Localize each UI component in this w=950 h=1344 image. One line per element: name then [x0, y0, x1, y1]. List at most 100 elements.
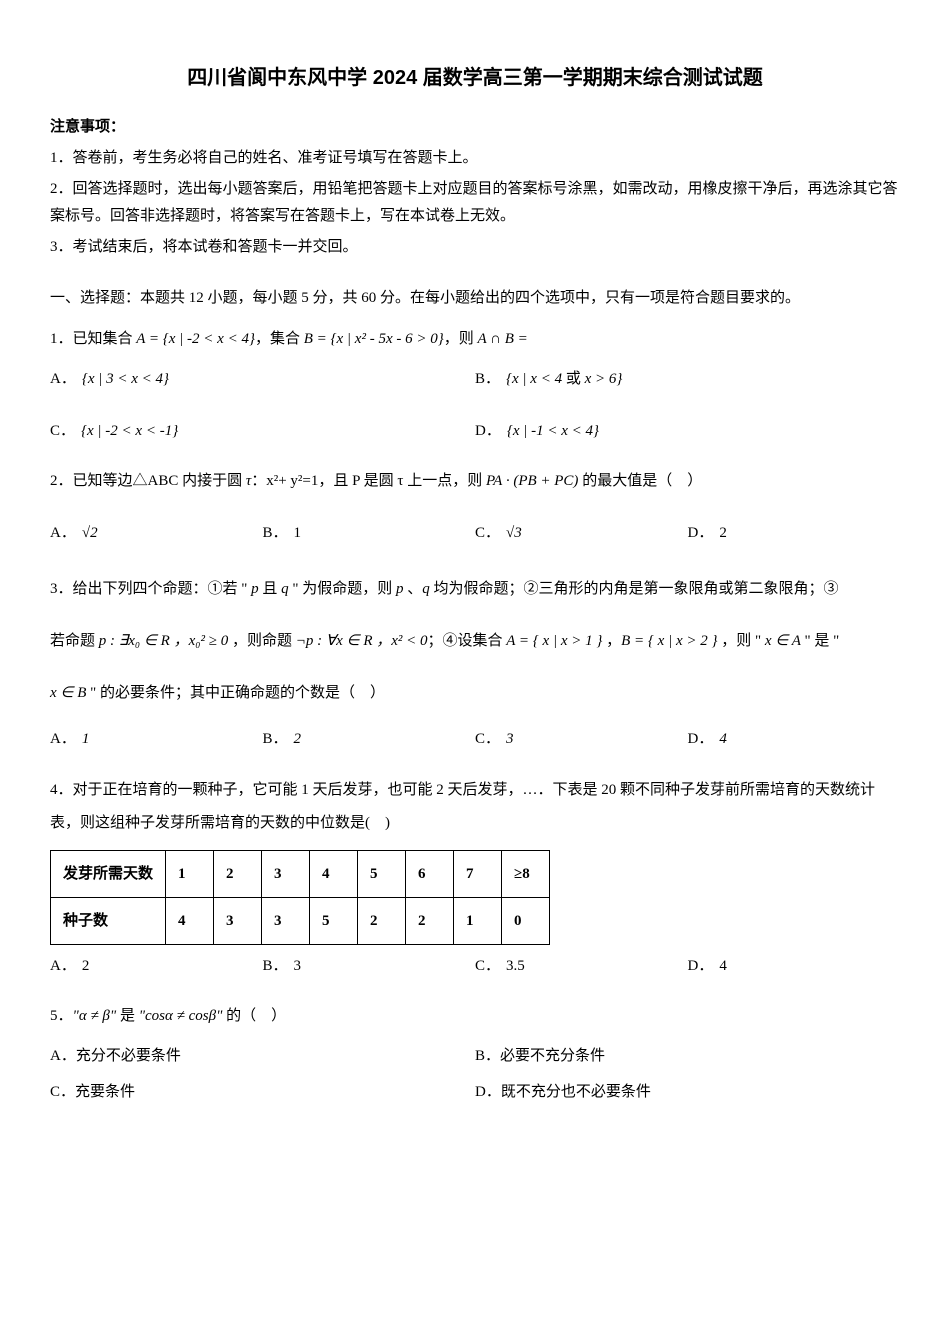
opt-value: 必要不充分条件: [500, 1048, 605, 1064]
q3-q: q: [277, 581, 292, 597]
table-cell: 5: [310, 898, 358, 945]
q3-p: p: [247, 581, 262, 597]
q3-setA: A = { x | x > 1 }: [506, 633, 602, 649]
section-1-label: 一、选择题：本题共 12 小题，每小题 5 分，共 60 分。在每小题给出的四个…: [50, 285, 900, 312]
opt-label: B．: [475, 371, 500, 387]
q5-option-b: B．必要不充分条件: [475, 1041, 900, 1071]
opt-label: B．: [263, 958, 288, 974]
q5-is: 是: [116, 1008, 139, 1024]
opt-value: 既不充分也不必要条件: [501, 1084, 651, 1100]
q5-option-c: C．充要条件: [50, 1077, 475, 1107]
q5-option-d: D．既不充分也不必要条件: [475, 1077, 900, 1107]
opt-label: C．: [475, 958, 500, 974]
table-cell: 3: [262, 898, 310, 945]
q2-mid1: ：x²+ y²=1，且 P 是圆 τ 上一点，则: [251, 473, 486, 489]
table-row: 发芽所需天数 1 2 3 4 5 6 7 ≥8: [51, 851, 550, 898]
q3-line3: x ∈ B " 的必要条件；其中正确命题的个数是（ ）: [50, 672, 900, 714]
notice-section: 注意事项： 1．答卷前，考生务必将自己的姓名、准考证号填写在答题卡上。 2．回答…: [50, 114, 900, 261]
opt-label: A．: [50, 1048, 76, 1064]
question-4: 4．对于正在培育的一颗种子，它可能 1 天后发芽，也可能 2 天后发芽，…．下表…: [50, 774, 900, 981]
q1-mid1: ，集合: [255, 331, 304, 347]
q1-expr: A ∩ B =: [478, 331, 528, 347]
q5-cond1: "α ≠ β": [73, 1008, 117, 1024]
q1-option-c: C．{x | -2 < x < -1}: [50, 416, 475, 446]
table-cell: 3: [214, 898, 262, 945]
opt-label: B．: [475, 1048, 500, 1064]
q3-l1-pre: 3．给出下列四个命题：①若 ": [50, 581, 247, 597]
q2-expr: PA · (PB + PC): [486, 473, 578, 489]
opt-value: 3.5: [506, 958, 525, 974]
opt-or: 或: [566, 371, 581, 387]
q2-option-d: D． 2: [688, 518, 901, 548]
table-cell: 1: [166, 851, 214, 898]
q3-q2: q: [422, 581, 430, 597]
q3-comma: 、: [404, 581, 423, 597]
q1-option-d: D．{x | -1 < x < 4}: [475, 416, 900, 446]
table-cell: 1: [454, 898, 502, 945]
q1-prefix: 1．已知集合: [50, 331, 136, 347]
q3-prop-np: ¬p : ∀x ∈ R ，x² < 0: [296, 633, 428, 649]
opt-label: D．: [688, 958, 714, 974]
q1-option-b: B．{x | x < 4 或 x > 6}: [475, 364, 900, 394]
opt-value: {x | -2 < x < -1}: [81, 423, 178, 439]
opt-label: A．: [50, 371, 76, 387]
notice-item-2: 2．回答选择题时，选出每小题答案后，用铅笔把答题卡上对应题目的答案标号涂黑，如需…: [50, 176, 900, 230]
q3-p2: p: [396, 581, 404, 597]
opt-value: 3: [294, 958, 302, 974]
opt-label: B．: [263, 525, 288, 541]
q2-text: 2．已知等边△ABC 内接于圆 τ：x²+ y²=1，且 P 是圆 τ 上一点，…: [50, 466, 900, 496]
table-cell: 3: [262, 851, 310, 898]
q3-option-c: C．3: [475, 724, 688, 754]
q2-pre: 2．已知等边△ABC 内接于圆: [50, 473, 246, 489]
table-cell: ≥8: [502, 851, 550, 898]
question-2: 2．已知等边△ABC 内接于圆 τ：x²+ y²=1，且 P 是圆 τ 上一点，…: [50, 466, 900, 548]
table-cell: 2: [214, 851, 262, 898]
q4-option-b: B． 3: [263, 951, 476, 981]
opt-value: 3: [506, 731, 514, 747]
q5-cond2: "cosα ≠ cosβ": [139, 1008, 223, 1024]
opt-value: {x | -1 < x < 4}: [507, 423, 599, 439]
opt-label: D．: [688, 525, 714, 541]
q5-num: 5．: [50, 1008, 73, 1024]
opt-value: 4: [719, 731, 727, 747]
q2-option-c: C． √3: [475, 518, 688, 548]
q3-l2-pre: 若命题: [50, 633, 99, 649]
opt-label: C．: [475, 525, 500, 541]
question-3: 3．给出下列四个命题：①若 " p 且 q " 为假命题，则 p 、q 均为假命…: [50, 568, 900, 754]
opt-label: A．: [50, 958, 76, 974]
q3-l2-post: " 是 ": [804, 633, 839, 649]
opt-value: 2: [294, 731, 302, 747]
table-cell: 2: [406, 898, 454, 945]
q5-text: 5．"α ≠ β" 是 "cosα ≠ cosβ" 的（ ）: [50, 1001, 900, 1031]
q3-setB: B = { x | x > 2 }: [621, 633, 717, 649]
question-1: 1．已知集合 A = {x | -2 < x < 4}，集合 B = {x | …: [50, 324, 900, 446]
table-cell: 2: [358, 898, 406, 945]
opt-label: D．: [475, 1084, 501, 1100]
q3-l2-mid1: ，则命题: [228, 633, 296, 649]
table-cell: 种子数: [51, 898, 166, 945]
opt-value: √2: [82, 525, 98, 541]
q3-line2: 若命题 p : ∃x₀ ∈ R ，x₀² ≥ 0 ，则命题 ¬p : ∀x ∈ …: [50, 620, 900, 662]
opt-label: A．: [50, 525, 76, 541]
q3-option-b: B．2: [263, 724, 476, 754]
q3-option-d: D．4: [688, 724, 901, 754]
notice-label: 注意事项：: [50, 114, 900, 141]
table-cell: 发芽所需天数: [51, 851, 166, 898]
q3-line1: 3．给出下列四个命题：①若 " p 且 q " 为假命题，则 p 、q 均为假命…: [50, 568, 900, 610]
opt-value: √3: [506, 525, 522, 541]
q3-l1-mid: " 为假命题，则: [292, 581, 396, 597]
q3-and: 且: [262, 581, 277, 597]
opt-value: 2: [719, 525, 727, 541]
q4-text: 4．对于正在培育的一颗种子，它可能 1 天后发芽，也可能 2 天后发芽，…．下表…: [50, 774, 900, 840]
q1-setB: B = {x | x² - 5x - 6 > 0}: [304, 331, 444, 347]
question-5: 5．"α ≠ β" 是 "cosα ≠ cosβ" 的（ ） A．充分不必要条件…: [50, 1001, 900, 1113]
q4-option-c: C． 3.5: [475, 951, 688, 981]
q4-option-d: D．4: [688, 951, 901, 981]
q3-xinB: x ∈ B: [50, 685, 86, 701]
q3-xinA: x ∈ A: [761, 633, 804, 649]
q2-option-b: B．1: [263, 518, 476, 548]
opt-value-pre: {x | x < 4: [506, 371, 566, 387]
q1-option-a: A．{x | 3 < x < 4}: [50, 364, 475, 394]
q3-l2-mid3: ，: [602, 633, 621, 649]
opt-value: 充分不必要条件: [76, 1048, 181, 1064]
